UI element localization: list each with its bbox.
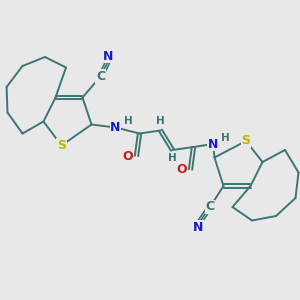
Text: H: H xyxy=(124,116,133,127)
Text: C: C xyxy=(206,200,214,214)
Text: O: O xyxy=(123,149,134,163)
Text: H: H xyxy=(221,133,230,143)
Text: N: N xyxy=(193,221,203,234)
Text: N: N xyxy=(110,121,121,134)
Text: O: O xyxy=(177,163,188,176)
Text: H: H xyxy=(168,153,177,164)
Text: C: C xyxy=(96,70,105,83)
Text: N: N xyxy=(103,50,113,63)
Text: S: S xyxy=(242,134,250,148)
Text: N: N xyxy=(208,137,218,151)
Text: H: H xyxy=(156,116,165,127)
Text: S: S xyxy=(57,139,66,152)
